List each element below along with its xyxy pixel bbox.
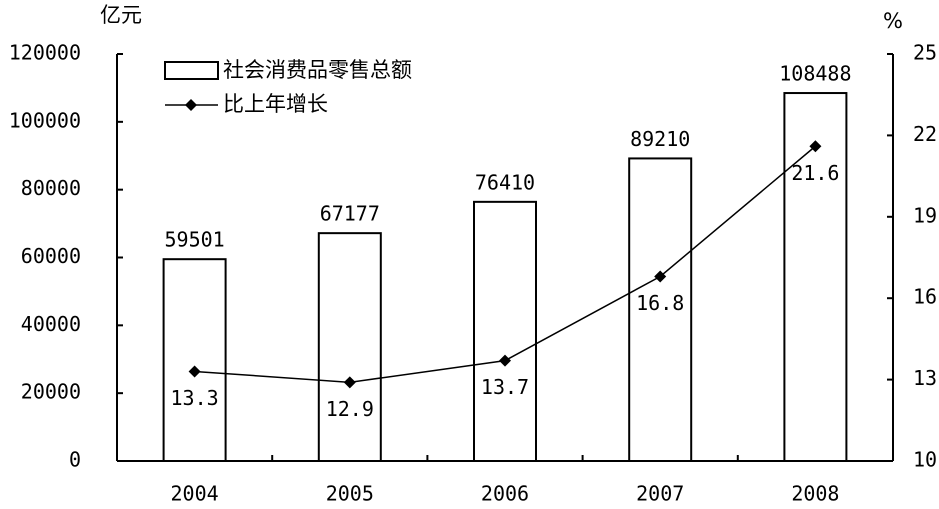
- legend-label: 社会消费品零售总额: [223, 58, 412, 82]
- bar: [783, 92, 848, 463]
- y-axis-label: 亿元: [100, 3, 142, 27]
- y2-tick-label: 10: [913, 448, 937, 472]
- y2-tick-label: 13: [913, 366, 937, 390]
- x-tick-label: 2005: [326, 482, 374, 506]
- line-marker: [188, 365, 201, 378]
- legend-swatch: [164, 61, 219, 80]
- x-tick-label: 2006: [481, 482, 529, 506]
- bar-value-label: 89210: [630, 127, 690, 151]
- line-value-label: 13.3: [171, 386, 219, 410]
- legend-label: 比上年增长: [223, 92, 328, 116]
- line-marker: [654, 270, 667, 283]
- bar: [162, 258, 227, 462]
- bar-value-label: 59501: [164, 228, 224, 252]
- y-tick-label: 100000: [9, 108, 81, 132]
- y2-tick-label: 25: [913, 41, 937, 65]
- y2-axis-label: %: [883, 9, 903, 33]
- line-value-label: 13.7: [481, 375, 529, 399]
- bar-value-label: 67177: [320, 202, 380, 226]
- line-value-label: 12.9: [326, 397, 374, 421]
- line-value-label: 16.8: [636, 291, 684, 315]
- x-tick-label: 2004: [171, 482, 219, 506]
- y-tick-label: 40000: [21, 312, 81, 336]
- y-tick-label: 120000: [9, 41, 81, 65]
- bar: [317, 232, 382, 462]
- line-marker: [809, 140, 822, 153]
- bar-value-label: 108488: [779, 62, 851, 86]
- y-tick-label: 60000: [21, 244, 81, 268]
- y-tick-label: 20000: [21, 380, 81, 404]
- x-tick-label: 2008: [791, 482, 839, 506]
- legend-marker: [185, 99, 197, 111]
- y-tick-label: 80000: [21, 176, 81, 200]
- line-value-label: 21.6: [791, 161, 839, 185]
- bar: [473, 200, 537, 462]
- y2-tick-label: 19: [913, 203, 937, 227]
- bar: [628, 157, 693, 462]
- y-tick-label: 0: [69, 448, 81, 472]
- line-marker: [499, 354, 511, 367]
- y2-tick-label: 22: [913, 122, 937, 146]
- x-tick-label: 2007: [636, 482, 684, 506]
- y2-tick-label: 16: [913, 285, 937, 309]
- bar-value-label: 76410: [475, 170, 535, 194]
- line-marker: [343, 376, 356, 389]
